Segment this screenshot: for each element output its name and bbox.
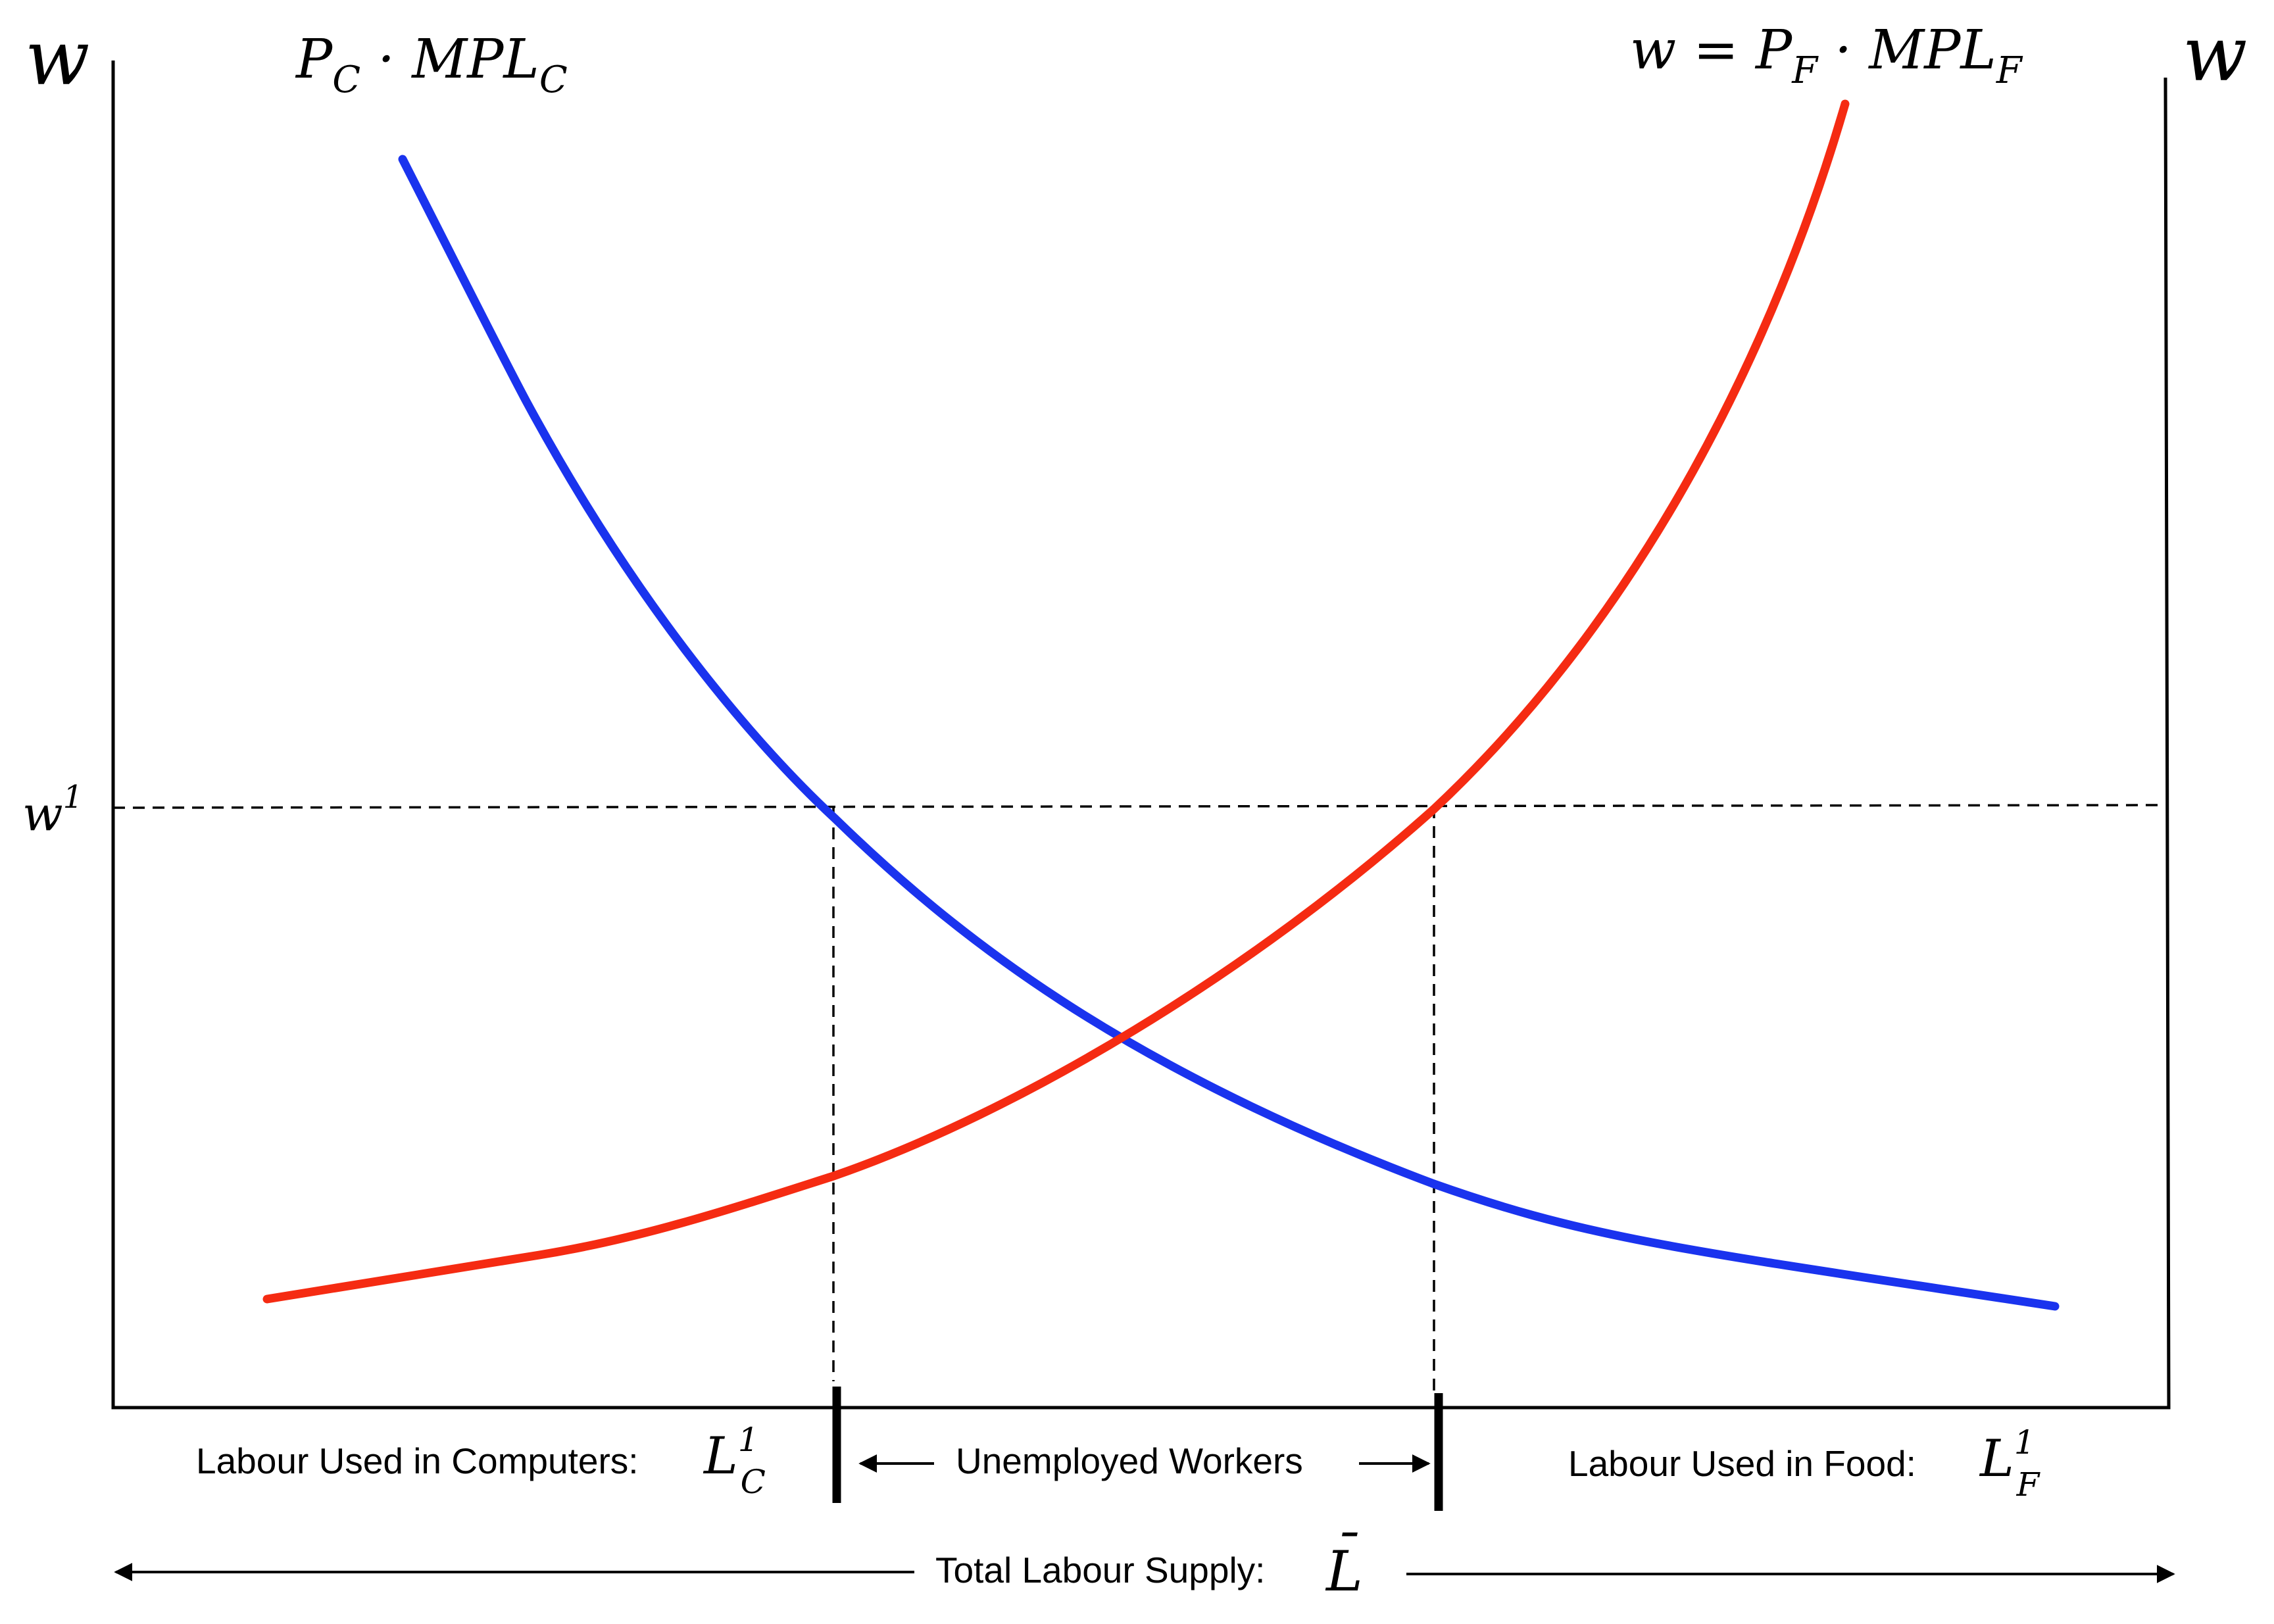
total-labour-label: Total Labour Supply: [935,1550,1265,1590]
right-axis-label: w [2183,11,2247,99]
unemployed-workers-label: Unemployed Workers [956,1440,1303,1481]
computers-mpl-curve [398,155,2060,1311]
computers-labour-symbol: L1 C [703,1421,766,1501]
total-labour-symbol-bar: ¯ [1333,1524,1358,1583]
food-mpl-curve [262,99,1850,1304]
food-labour-symbol: L1 F [1979,1423,2041,1504]
left-wage-axis [111,61,2171,1410]
wage-level-label: w1 [22,779,83,841]
computers-labour-label: Labour Used in Computers: [196,1440,639,1481]
total-labour-symbol: L [1325,1539,1363,1604]
food-curve-label: w = PF · MPLF [1630,19,2023,92]
wage-dashed-line [112,804,2166,809]
food-labour-label: Labour Used in Food: [1568,1443,1916,1484]
left-axis-label: w [25,14,89,103]
computers-curve-label: PC · MPLC [295,28,568,101]
